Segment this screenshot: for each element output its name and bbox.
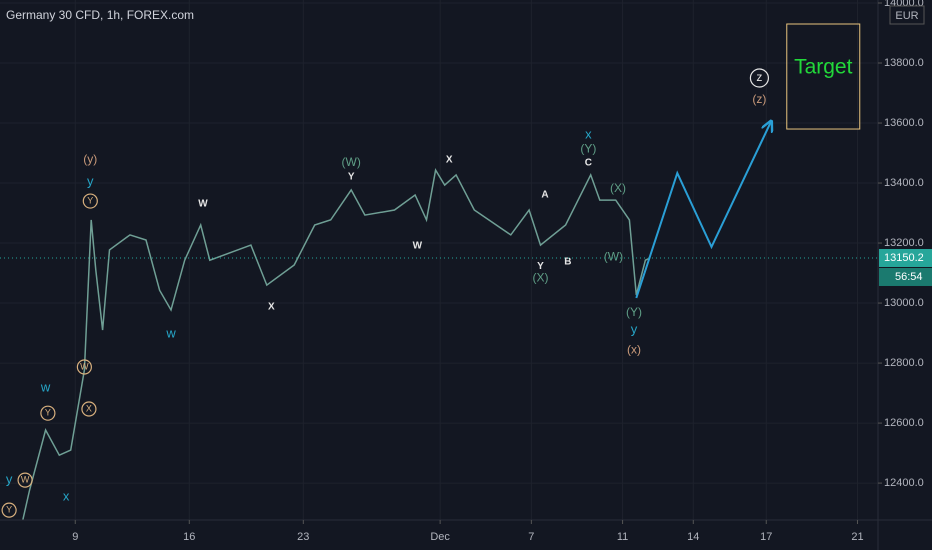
label-circle <box>76 359 92 375</box>
wave-label: B <box>564 257 571 268</box>
wave-label: x <box>63 489 70 504</box>
wave-label: C <box>585 158 592 169</box>
axes: 14000.0 13800.0 13600.0 13400.0 13200.0 13000… <box>72 0 932 543</box>
y-tick-label: 13000.0 <box>884 297 924 309</box>
target-box <box>786 23 861 130</box>
label-circle <box>81 401 97 417</box>
wave-label: Y <box>87 195 93 205</box>
wave-label: (X) <box>610 181 626 195</box>
y-tick-label: 13600.0 <box>884 117 924 129</box>
y-tick-label: 12600.0 <box>884 417 924 429</box>
wave-label: (x) <box>627 342 641 356</box>
wave-label: y <box>631 322 638 337</box>
wave-label: X <box>446 155 453 166</box>
x-tick-label: 23 <box>297 531 309 543</box>
wave-label: y <box>6 472 13 487</box>
chart-title: Germany 30 CFD, 1h, FOREX.com <box>6 8 194 22</box>
wave-label: W <box>80 361 89 371</box>
wave-label: Y <box>537 261 544 272</box>
y-tick-label: 13800.0 <box>884 57 924 69</box>
wave-label: (W) <box>604 249 623 263</box>
price-line <box>22 168 651 520</box>
last-price-label: 13150.2 <box>884 252 924 264</box>
x-tick-label: 16 <box>183 531 195 543</box>
x-tick-label: 17 <box>760 531 772 543</box>
target-label: Target <box>794 56 853 79</box>
x-tick-label: 21 <box>851 531 863 543</box>
x-tick-label: Dec <box>430 531 450 543</box>
y-tick-label: 13400.0 <box>884 177 924 189</box>
label-circle <box>1 502 17 518</box>
wave-label: y <box>87 174 94 189</box>
countdown-label: 56:54 <box>895 271 923 283</box>
wave-label: A <box>541 190 548 201</box>
label-circle <box>749 68 770 88</box>
wave-label: w <box>40 379 51 394</box>
wave-label: X <box>86 403 92 413</box>
wave-label: X <box>268 302 275 313</box>
wave-label: Y <box>348 172 355 183</box>
grid <box>0 0 878 520</box>
y-tick-label: 14000.0 <box>884 0 924 9</box>
x-tick-label: 11 <box>617 531 628 543</box>
wave-label: (Y) <box>580 141 596 155</box>
wave-label: z <box>756 70 762 84</box>
label-circle <box>82 193 98 209</box>
wave-label: (X) <box>532 270 548 284</box>
wave-label: W <box>21 474 30 484</box>
wave-label: x <box>585 126 592 141</box>
wave-label: w <box>165 325 176 340</box>
last-price-box <box>879 248 932 267</box>
projection-line <box>635 122 771 299</box>
wave-label: Y <box>6 504 12 514</box>
wave-label: Y <box>45 408 51 418</box>
label-circle <box>17 472 33 488</box>
y-tick-label: 12800.0 <box>884 357 924 369</box>
label-circle <box>40 405 56 421</box>
countdown-box <box>879 267 932 286</box>
y-tick-label: 13200.0 <box>884 237 924 249</box>
x-tick-label: 7 <box>528 531 534 543</box>
wave-label: (z) <box>752 92 766 106</box>
wave-label: (y) <box>83 152 97 166</box>
wave-label: (Y) <box>626 305 642 319</box>
x-tick-label: 14 <box>687 531 699 543</box>
wave-label: W <box>413 241 423 252</box>
currency-box <box>889 5 925 25</box>
currency: EUR <box>895 10 918 22</box>
y-tick-label: 12400.0 <box>884 477 924 489</box>
x-tick-label: 9 <box>72 531 78 543</box>
wave-label: W <box>198 199 208 210</box>
wave-label: (W) <box>342 155 361 169</box>
